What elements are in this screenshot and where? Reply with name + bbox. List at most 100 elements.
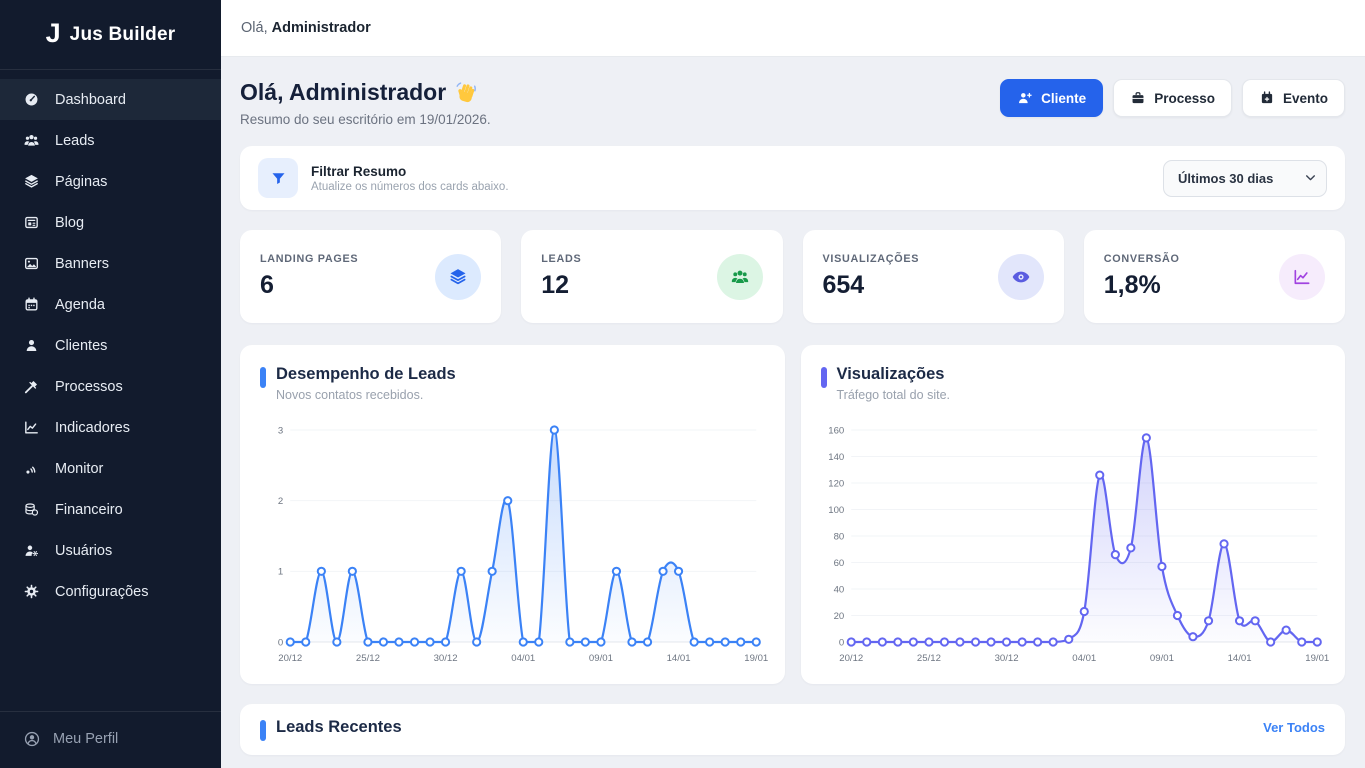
sidebar-item-label: Blog bbox=[55, 214, 85, 231]
person-icon bbox=[23, 337, 40, 354]
users-icon bbox=[23, 132, 40, 149]
filter-subtitle: Atualize os números dos cards abaixo. bbox=[311, 180, 509, 193]
topbar: Olá, Administrador bbox=[221, 0, 1365, 57]
svg-text:30/12: 30/12 bbox=[994, 653, 1018, 664]
gauge-icon bbox=[23, 91, 40, 108]
sidebar-item-configuracoes[interactable]: Configurações bbox=[0, 571, 221, 612]
svg-text:100: 100 bbox=[828, 505, 844, 516]
sidebar-item-indicadores[interactable]: Indicadores bbox=[0, 407, 221, 448]
stat-card-conversao: CONVERSÃO 1,8% bbox=[1083, 230, 1345, 323]
svg-text:0: 0 bbox=[278, 637, 283, 648]
sidebar-item-usuarios[interactable]: Usuários bbox=[0, 530, 221, 571]
chart-subtitle: Tráfego total do site. bbox=[836, 388, 951, 402]
accent-bar bbox=[260, 720, 266, 741]
greeting-prefix: Olá, bbox=[241, 20, 268, 36]
svg-text:19/01: 19/01 bbox=[1305, 653, 1329, 664]
calendar-icon bbox=[23, 296, 40, 313]
greeting-user: Administrador bbox=[271, 20, 371, 36]
image-icon bbox=[23, 255, 40, 272]
svg-text:160: 160 bbox=[828, 425, 844, 436]
sidebar-nav: Dashboard Leads Páginas Blog Banners Age… bbox=[0, 70, 221, 711]
stat-card-landing-pages: LANDING PAGES 6 bbox=[240, 230, 502, 323]
period-select[interactable]: Últimos 30 dias bbox=[1163, 159, 1327, 197]
app-name: Jus Builder bbox=[69, 23, 176, 45]
stat-value: 1,8% bbox=[1103, 271, 1161, 299]
calendar-plus-icon bbox=[1259, 90, 1275, 106]
profile-label: Meu Perfil bbox=[53, 731, 119, 747]
svg-text:20/12: 20/12 bbox=[839, 653, 863, 664]
sidebar-item-label: Financeiro bbox=[55, 501, 123, 518]
filter-title: Filtrar Resumo bbox=[311, 163, 407, 179]
filter-summary-card: Filtrar Resumo Atualize os números dos c… bbox=[240, 146, 1345, 210]
briefcase-icon bbox=[1130, 90, 1146, 106]
svg-text:25/12: 25/12 bbox=[356, 653, 380, 664]
stat-label: LANDING PAGES bbox=[260, 253, 359, 265]
stat-card-visualizacoes: VISUALIZAÇÕES 654 bbox=[802, 230, 1064, 323]
sidebar-item-financeiro[interactable]: Financeiro bbox=[0, 489, 221, 530]
svg-text:09/01: 09/01 bbox=[1149, 653, 1173, 664]
user-circle-icon bbox=[23, 730, 41, 748]
sidebar-item-processos[interactable]: Processos bbox=[0, 366, 221, 407]
leads-line-chart: 0 1 2 3 20/12 25/12 30/12 04/01 09/01 14/01 19/01 bbox=[278, 425, 768, 664]
sidebar-item-label: Processos bbox=[55, 378, 123, 395]
sidebar-item-label: Configurações bbox=[55, 583, 149, 600]
quick-actions: Cliente Processo Evento bbox=[1000, 79, 1345, 117]
sidebar-item-label: Clientes bbox=[55, 337, 108, 354]
cliente-button[interactable]: Cliente bbox=[1000, 79, 1104, 117]
sidebar-item-blog[interactable]: Blog bbox=[0, 202, 221, 243]
recent-leads-card: Leads Recentes Ver Todos bbox=[240, 704, 1345, 755]
stat-value: 6 bbox=[260, 271, 274, 299]
chart-line-icon bbox=[23, 419, 40, 436]
stats-row: LANDING PAGES 6 LEADS 12 VISUALIZAÇÕES 6… bbox=[240, 230, 1345, 323]
layers-icon bbox=[448, 267, 468, 287]
gear-icon bbox=[23, 583, 40, 600]
layers-icon bbox=[23, 173, 40, 190]
sidebar-item-banners[interactable]: Banners bbox=[0, 243, 221, 284]
svg-text:40: 40 bbox=[833, 584, 844, 595]
svg-text:140: 140 bbox=[828, 452, 844, 463]
processo-button[interactable]: Processo bbox=[1113, 79, 1232, 117]
svg-text:30/12: 30/12 bbox=[434, 653, 458, 664]
views-line-chart: 0 20 40 60 80 100 120 140 160 20/12 25/12 30/12 04/0… bbox=[828, 425, 1329, 664]
stat-card-leads: LEADS 12 bbox=[521, 230, 783, 323]
view-all-link[interactable]: Ver Todos bbox=[1263, 720, 1325, 735]
svg-text:120: 120 bbox=[828, 478, 844, 489]
sidebar-item-dashboard[interactable]: Dashboard bbox=[0, 79, 221, 120]
sidebar-item-monitor[interactable]: Monitor bbox=[0, 448, 221, 489]
sidebar-item-leads[interactable]: Leads bbox=[0, 120, 221, 161]
sidebar-item-label: Agenda bbox=[55, 296, 105, 313]
sidebar-profile-section: Meu Perfil bbox=[0, 711, 221, 768]
broadcast-icon bbox=[23, 460, 40, 477]
main-content: Olá, Administrador Resumo do seu escritó… bbox=[221, 0, 1365, 755]
evento-button[interactable]: Evento bbox=[1241, 79, 1345, 117]
filter-iconbox bbox=[258, 158, 298, 198]
app-logo: J Jus Builder bbox=[0, 0, 221, 70]
user-gear-icon bbox=[23, 542, 40, 559]
sidebar-item-meu-perfil[interactable]: Meu Perfil bbox=[23, 730, 221, 748]
sidebar-item-agenda[interactable]: Agenda bbox=[0, 284, 221, 325]
sidebar-item-clientes[interactable]: Clientes bbox=[0, 325, 221, 366]
svg-text:09/01: 09/01 bbox=[589, 653, 613, 664]
views-chart-card: Visualizações Tráfego total do site. 0 20… bbox=[800, 345, 1345, 684]
accent-bar bbox=[260, 367, 266, 388]
eye-icon bbox=[1011, 267, 1031, 287]
svg-text:04/01: 04/01 bbox=[511, 653, 535, 664]
user-plus-icon bbox=[1017, 90, 1033, 106]
chart-title: Desempenho de Leads bbox=[276, 365, 456, 383]
stat-label: LEADS bbox=[541, 253, 582, 265]
chart-line-icon bbox=[1292, 267, 1312, 287]
svg-text:19/01: 19/01 bbox=[744, 653, 768, 664]
users-icon bbox=[730, 267, 750, 287]
svg-text:14/01: 14/01 bbox=[667, 653, 691, 664]
sidebar-item-paginas[interactable]: Páginas bbox=[0, 161, 221, 202]
stat-value: 654 bbox=[822, 271, 865, 299]
page-title: Olá, Administrador bbox=[240, 79, 491, 106]
svg-text:1: 1 bbox=[278, 567, 283, 578]
svg-text:25/12: 25/12 bbox=[916, 653, 940, 664]
topbar-greeting: Olá, Administrador bbox=[241, 20, 371, 36]
stat-label: VISUALIZAÇÕES bbox=[822, 253, 920, 265]
svg-text:14/01: 14/01 bbox=[1227, 653, 1251, 664]
svg-text:3: 3 bbox=[278, 425, 283, 436]
sidebar-item-label: Monitor bbox=[55, 460, 104, 477]
sidebar-item-label: Leads bbox=[55, 132, 95, 149]
